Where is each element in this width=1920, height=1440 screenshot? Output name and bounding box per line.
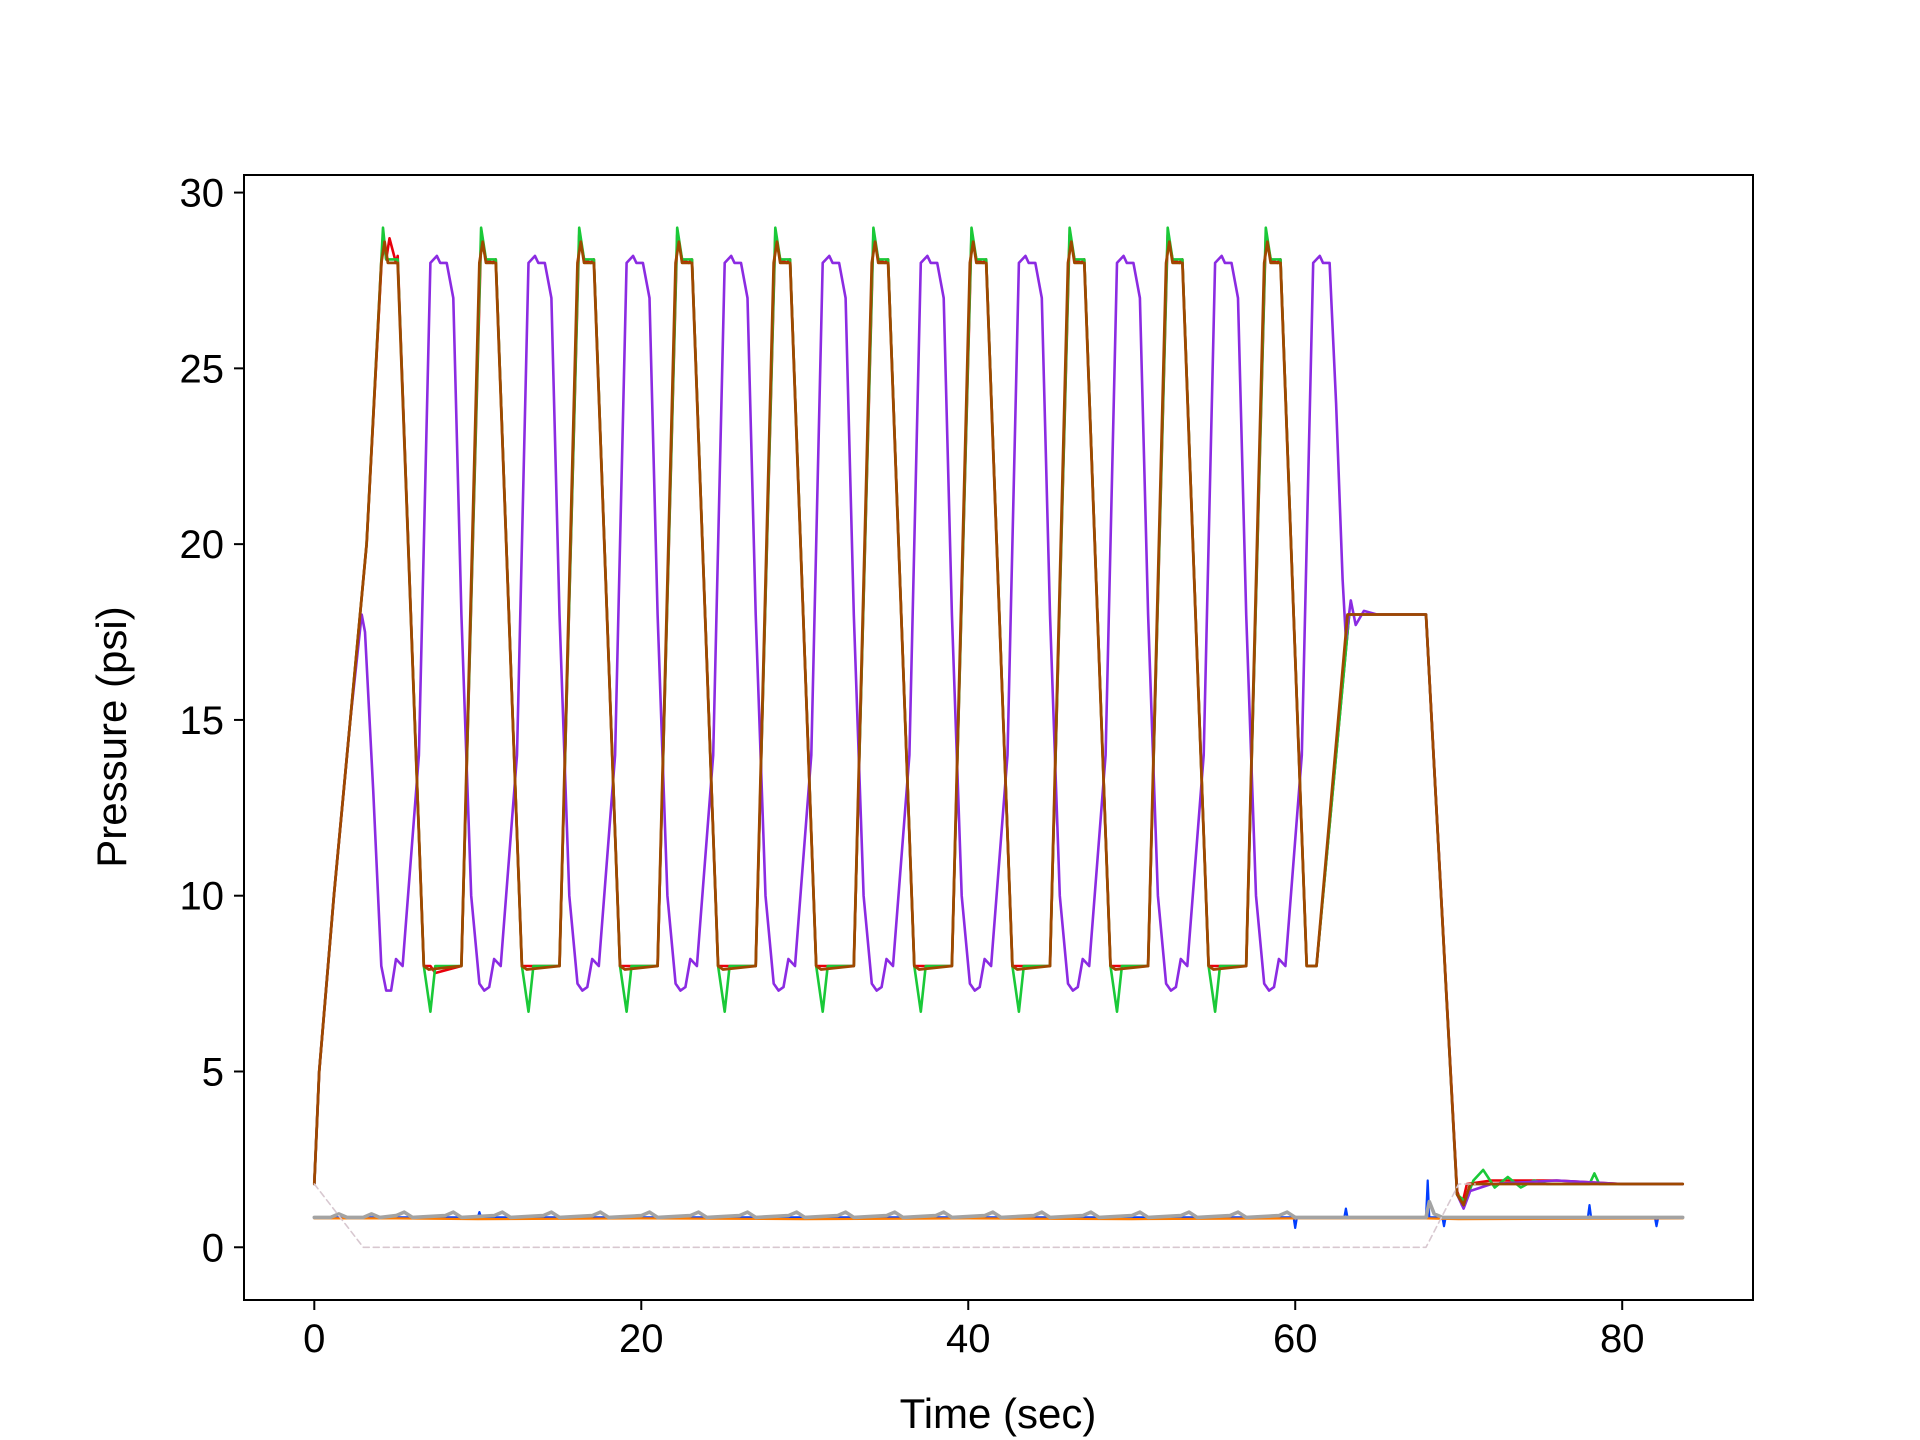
series-line-8 [313,1183,1476,1249]
y-axis: 0 5 10 15 20 25 30 [180,172,244,1270]
series-line-3 [312,254,1684,1210]
y-axis-label: Pressure (psi) [88,606,135,867]
y-tick-label: 25 [180,347,225,391]
series-line-4 [312,240,1685,1207]
x-axis: 0 20 40 60 80 [303,1300,1644,1361]
plot-frame [243,174,1754,1301]
y-tick-label: 10 [180,875,225,919]
y-tick-label: 20 [180,523,225,567]
series-line-2 [312,226,1684,1203]
series-line-6 [313,1217,1684,1221]
y-tick-label: 30 [180,172,225,216]
x-axis-label: Time (sec) [900,1390,1097,1437]
x-tick-label: 40 [946,1317,991,1361]
y-tick-label: 0 [202,1226,224,1270]
x-tick-label: 80 [1600,1317,1645,1361]
x-tick-label: 60 [1273,1317,1318,1361]
y-tick-label: 15 [180,699,225,743]
y-tick-label: 5 [202,1050,224,1094]
x-tick-label: 0 [303,1317,325,1361]
series-line-7 [312,1199,1685,1220]
x-tick-label: 20 [619,1317,664,1361]
series-line-1 [312,233,1684,1207]
series-layer [312,226,1685,1249]
